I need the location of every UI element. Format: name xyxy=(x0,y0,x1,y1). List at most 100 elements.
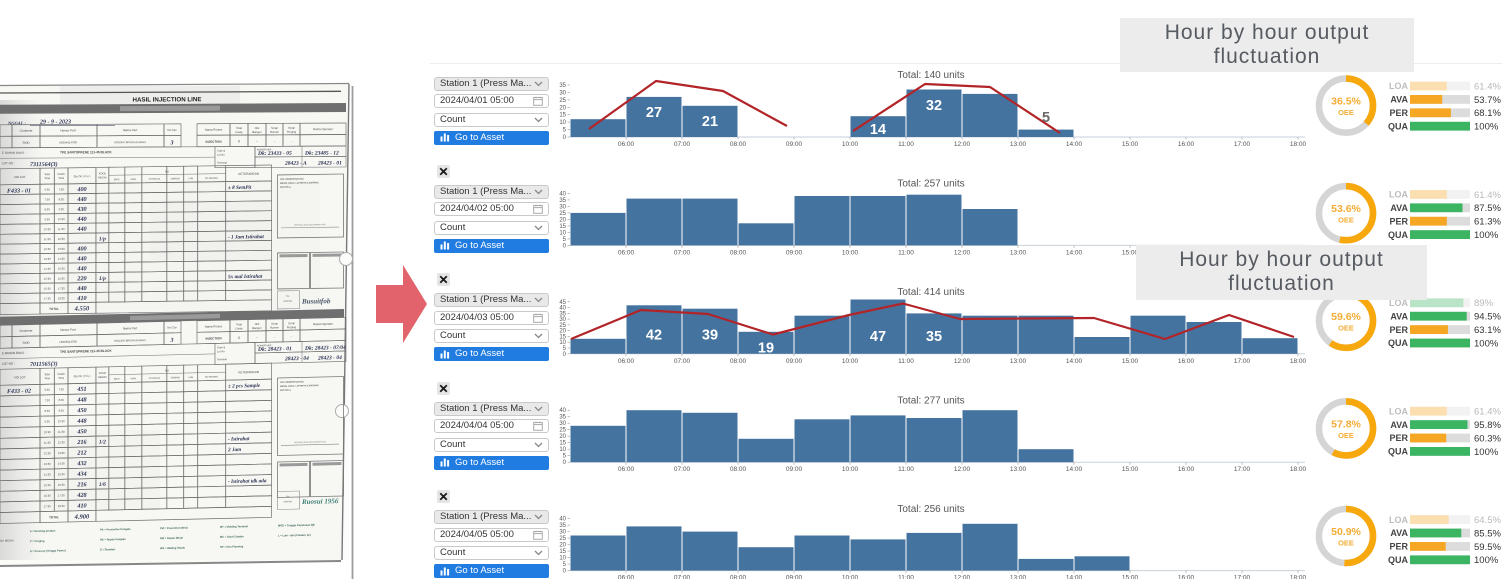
svg-text:No Cav: No Cav xyxy=(167,128,177,132)
svg-text:HASIL INJECTION LINE: HASIL INJECTION LINE xyxy=(133,96,202,103)
svg-text:1/2: 1/2 xyxy=(99,439,106,445)
svg-text:10:00: 10:00 xyxy=(842,249,859,256)
svg-text:MESIN, AREA, LAPORAN & BARANG: MESIN, AREA, LAPORAN & BARANG xyxy=(280,384,319,388)
svg-text:28423 - A: 28423 - A xyxy=(284,161,307,167)
svg-text:LOA: LOA xyxy=(1389,81,1408,91)
svg-text:17:30: 17:30 xyxy=(44,504,51,508)
svg-text:15: 15 xyxy=(559,113,566,119)
svg-text:No.: No. xyxy=(286,495,290,498)
svg-text:3: 3 xyxy=(170,338,174,344)
svg-text:OEE: OEE xyxy=(1338,108,1354,117)
svg-text:100%: 100% xyxy=(1474,447,1499,458)
svg-text:- 1 Jam Istirahat: - 1 Jam Istirahat xyxy=(228,234,264,241)
svg-text:16:00: 16:00 xyxy=(1178,141,1195,148)
svg-text:10:30: 10:30 xyxy=(44,227,51,231)
svg-text:NON4614708: NON4614708 xyxy=(59,140,77,144)
svg-text:40: 40 xyxy=(559,191,566,197)
svg-text:HOLDER BRUSH (Rubber): HOLDER BRUSH (Rubber) xyxy=(114,140,146,144)
svg-text:18:00: 18:00 xyxy=(1290,141,1307,148)
svg-text:Nama Part: Nama Part xyxy=(123,128,138,132)
svg-text:220: 220 xyxy=(76,275,86,282)
svg-text:AVA: AVA xyxy=(1390,311,1408,321)
svg-text:E BAHAN BAKU :: E BAHAN BAKU : xyxy=(2,151,26,155)
svg-text:11:00: 11:00 xyxy=(898,141,914,148)
svg-text:440: 440 xyxy=(76,216,86,223)
svg-text:NP = Non Planning: NP = Non Planning xyxy=(220,544,244,549)
svg-text:06:00: 06:00 xyxy=(618,141,635,148)
svg-text:PER: PER xyxy=(1389,108,1408,118)
svg-text:5x mal Istirahat: 5x mal Istirahat xyxy=(228,274,263,280)
svg-text:10: 10 xyxy=(559,120,566,126)
svg-text:28423 - 04: 28423 - 04 xyxy=(284,356,309,363)
svg-text:LOA: LOA xyxy=(1389,298,1408,308)
svg-text:Nama Proses: Nama Proses xyxy=(205,324,223,328)
svg-text:15:00: 15:00 xyxy=(1122,249,1139,256)
svg-text:428: 428 xyxy=(76,492,86,499)
svg-text:QUA: QUA xyxy=(1388,447,1409,457)
svg-text:09:00: 09:00 xyxy=(786,249,803,256)
svg-text:25: 25 xyxy=(559,98,566,104)
svg-text:89%: 89% xyxy=(1474,298,1494,309)
svg-text:Customer: Customer xyxy=(19,329,32,333)
svg-text:9:30: 9:30 xyxy=(58,207,64,211)
svg-text:16:00: 16:00 xyxy=(1178,575,1195,579)
svg-text:09:00: 09:00 xyxy=(786,466,803,473)
svg-text:3: 3 xyxy=(170,140,174,146)
svg-text:Total: Total xyxy=(236,322,242,326)
svg-text:8:30: 8:30 xyxy=(58,398,64,402)
svg-text:61.4%: 61.4% xyxy=(1474,190,1501,201)
svg-text:KETERANGAN: KETERANGAN xyxy=(238,172,259,176)
svg-text:85.5%: 85.5% xyxy=(1474,528,1501,539)
svg-text:Runner: Runner xyxy=(270,325,279,329)
svg-text:13:00: 13:00 xyxy=(1010,249,1027,256)
svg-text:(PERIKSA DAN ADA BARANG NG): (PERIKSA DAN ADA BARANG NG) xyxy=(294,440,326,444)
svg-text:QUA: QUA xyxy=(1388,338,1409,348)
svg-text:11:30: 11:30 xyxy=(58,227,65,231)
svg-text:15:00: 15:00 xyxy=(1122,466,1139,473)
svg-text:59.6%: 59.6% xyxy=(1331,311,1361,323)
svg-text:Total: 256 units: Total: 256 units xyxy=(897,504,964,515)
svg-text:NOMOR MLR :: NOMOR MLR : xyxy=(257,149,273,151)
svg-text:440: 440 xyxy=(76,196,86,203)
svg-text:PER: PER xyxy=(1389,433,1408,443)
svg-text:14:00: 14:00 xyxy=(1066,575,1083,579)
svg-text:07:00: 07:00 xyxy=(674,141,691,148)
svg-text:SMID: SMID xyxy=(23,141,30,145)
svg-text:06:00: 06:00 xyxy=(618,249,635,256)
svg-text:HOLDER BRUSH (Rubber): HOLDER BRUSH (Rubber) xyxy=(114,338,146,343)
svg-text:212: 212 xyxy=(76,449,86,456)
svg-text:7:30: 7:30 xyxy=(44,398,50,402)
svg-text:7:30: 7:30 xyxy=(58,387,64,391)
svg-text:12:30: 12:30 xyxy=(58,440,65,444)
svg-text:Total: 277 units: Total: 277 units xyxy=(897,395,964,406)
svg-text:16:30: 16:30 xyxy=(58,276,65,280)
svg-text:25: 25 xyxy=(559,211,566,217)
svg-text:2 Jam: 2 Jam xyxy=(227,447,241,453)
svg-text:94.5%: 94.5% xyxy=(1474,312,1501,323)
svg-text:20: 20 xyxy=(559,329,566,335)
svg-text:40: 40 xyxy=(559,408,566,414)
svg-text:7311564(3): 7311564(3) xyxy=(30,161,58,168)
svg-text:F433 - 01: F433 - 01 xyxy=(7,188,31,194)
svg-text:± 8 SemPit: ± 8 SemPit xyxy=(228,185,252,191)
svg-text:440: 440 xyxy=(76,265,86,272)
svg-text:06:00: 06:00 xyxy=(618,466,635,473)
svg-text:16:30: 16:30 xyxy=(44,287,51,291)
svg-text:61.4%: 61.4% xyxy=(1474,81,1501,92)
svg-text:216: 216 xyxy=(76,481,87,488)
svg-text:6:30: 6:30 xyxy=(44,388,50,392)
svg-text:07:00: 07:00 xyxy=(674,358,691,365)
svg-text:61.3%: 61.3% xyxy=(1474,217,1501,228)
svg-text:Scrap: Scrap xyxy=(271,321,279,325)
svg-text:QUA: QUA xyxy=(1388,230,1409,240)
svg-text:15:30: 15:30 xyxy=(44,277,51,281)
svg-text:Scrap: Scrap xyxy=(288,321,296,325)
svg-text:Start: Start xyxy=(44,172,50,176)
svg-text:09:00: 09:00 xyxy=(786,358,803,365)
svg-text:9:30: 9:30 xyxy=(58,409,64,413)
svg-text:RK = Repair Kangala: RK = Repair Kangala xyxy=(100,537,126,542)
svg-text:15: 15 xyxy=(559,549,566,555)
svg-text:434: 434 xyxy=(76,471,86,478)
svg-text:5: 5 xyxy=(563,346,567,352)
svg-text:06:00: 06:00 xyxy=(618,575,635,579)
